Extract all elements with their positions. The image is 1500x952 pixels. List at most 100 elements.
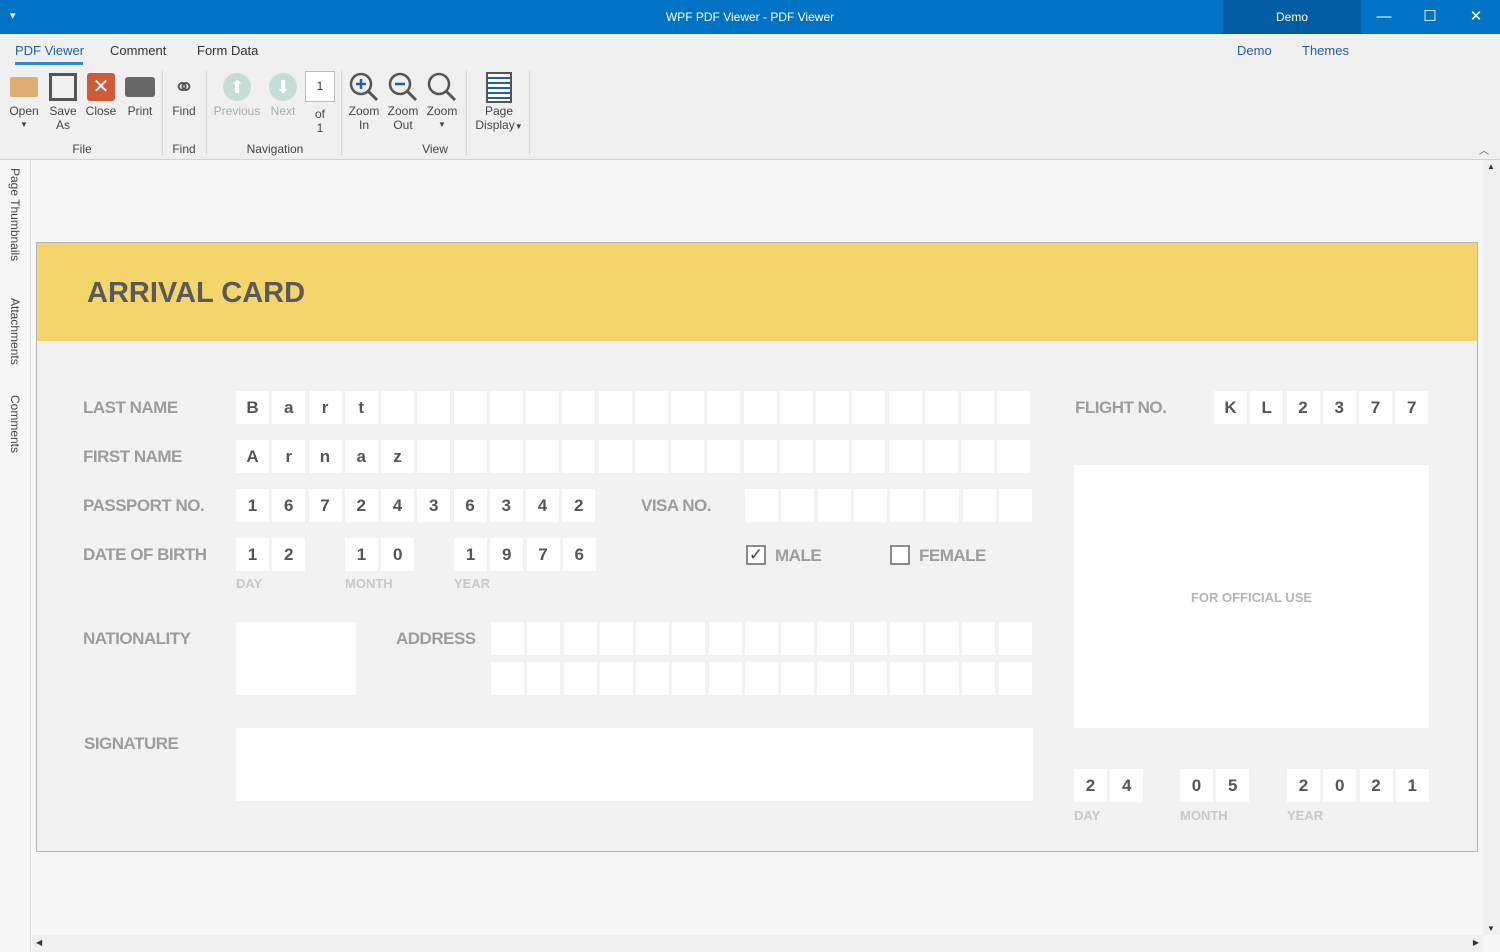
- first-name-cell[interactable]: [453, 440, 487, 473]
- official-month-cell[interactable]: 0: [1180, 769, 1213, 802]
- address-cell[interactable]: [962, 622, 996, 655]
- first-name-cell[interactable]: [671, 440, 704, 473]
- page-number-input[interactable]: 1: [305, 71, 335, 102]
- last-name-cell[interactable]: r: [308, 391, 342, 424]
- close-button[interactable]: ✕ Close: [84, 70, 118, 118]
- first-name-cell[interactable]: [562, 440, 596, 473]
- official-year-cell[interactable]: 2: [1287, 769, 1320, 802]
- first-name-cell[interactable]: [961, 440, 994, 473]
- last-name-cell[interactable]: a: [272, 391, 306, 424]
- passport-cell[interactable]: 4: [526, 489, 559, 522]
- visa-cell[interactable]: [962, 489, 996, 522]
- close-window-button[interactable]: ✕: [1469, 8, 1483, 25]
- passport-cell[interactable]: 7: [308, 489, 342, 522]
- first-name-cell[interactable]: [526, 440, 559, 473]
- last-name-cell[interactable]: [526, 391, 559, 424]
- last-name-cell[interactable]: [997, 391, 1031, 424]
- address-cell[interactable]: [926, 662, 959, 695]
- first-name-cell[interactable]: r: [272, 440, 306, 473]
- visa-cell[interactable]: [890, 489, 923, 522]
- visa-cell[interactable]: [817, 489, 851, 522]
- official-year-cell[interactable]: 2: [1359, 769, 1393, 802]
- link-demo[interactable]: Demo: [1237, 43, 1272, 58]
- address-cell[interactable]: [636, 622, 669, 655]
- first-name-cell[interactable]: n: [308, 440, 342, 473]
- passport-cell[interactable]: 1: [236, 489, 269, 522]
- visa-cell[interactable]: [745, 489, 778, 522]
- address-cell[interactable]: [998, 622, 1032, 655]
- official-year-cell[interactable]: 1: [1395, 769, 1429, 802]
- address-cell[interactable]: [998, 662, 1032, 695]
- vertical-scrollbar[interactable]: ▲ ▼: [1483, 160, 1500, 935]
- window-menu-icon[interactable]: ▾: [10, 10, 16, 22]
- collapse-ribbon-icon[interactable]: ︿: [1479, 146, 1489, 157]
- find-button[interactable]: ⚭ Find: [167, 70, 201, 118]
- horizontal-scrollbar[interactable]: ◀ ▶: [32, 935, 1483, 952]
- address-cell[interactable]: [672, 662, 706, 695]
- address-cell[interactable]: [889, 622, 923, 655]
- first-name-cell[interactable]: A: [236, 440, 269, 473]
- passport-cell[interactable]: 2: [344, 489, 378, 522]
- last-name-cell[interactable]: [489, 391, 523, 424]
- last-name-cell[interactable]: [598, 391, 632, 424]
- address-cell[interactable]: [781, 622, 814, 655]
- flight-cell[interactable]: 2: [1286, 391, 1320, 424]
- address-cell[interactable]: [926, 622, 959, 655]
- open-button[interactable]: Open ▼: [6, 70, 42, 132]
- tab-form-data[interactable]: Form Data: [197, 43, 259, 58]
- dob-year-cell[interactable]: 1: [454, 538, 487, 571]
- print-button[interactable]: Print: [123, 70, 157, 118]
- flight-cell[interactable]: L: [1250, 391, 1284, 424]
- dob-year-cell[interactable]: 9: [490, 538, 524, 571]
- first-name-cell[interactable]: [816, 440, 849, 473]
- female-checkbox[interactable]: [890, 545, 910, 565]
- first-name-cell[interactable]: [888, 440, 922, 473]
- passport-cell[interactable]: 6: [453, 489, 487, 522]
- official-month-cell[interactable]: 5: [1216, 769, 1250, 802]
- last-name-cell[interactable]: [961, 391, 994, 424]
- visa-cell[interactable]: [926, 489, 960, 522]
- dob-day-cell[interactable]: 2: [272, 538, 306, 571]
- dob-year-cell[interactable]: 6: [562, 538, 596, 571]
- first-name-cell[interactable]: [707, 440, 741, 473]
- sidebar-tab-attachments[interactable]: Attachments: [8, 298, 22, 365]
- tab-pdf-viewer[interactable]: PDF Viewer: [15, 43, 85, 58]
- address-cell[interactable]: [817, 662, 851, 695]
- zoom-button[interactable]: Zoom ▼: [423, 70, 461, 132]
- address-cell[interactable]: [527, 662, 561, 695]
- last-name-cell[interactable]: [924, 391, 958, 424]
- address-cell[interactable]: [708, 622, 742, 655]
- last-name-cell[interactable]: B: [236, 391, 269, 424]
- passport-cell[interactable]: 3: [489, 489, 523, 522]
- maximize-button[interactable]: ☐: [1423, 8, 1437, 25]
- address-cell[interactable]: [744, 662, 778, 695]
- tab-comment[interactable]: Comment: [110, 43, 167, 58]
- first-name-cell[interactable]: [779, 440, 813, 473]
- demo-badge[interactable]: Demo: [1223, 0, 1361, 34]
- dob-year-cell[interactable]: 7: [526, 538, 560, 571]
- male-checkbox[interactable]: ✓: [746, 545, 766, 565]
- first-name-cell[interactable]: [743, 440, 777, 473]
- address-cell[interactable]: [853, 662, 887, 695]
- first-name-cell[interactable]: a: [344, 440, 378, 473]
- last-name-cell[interactable]: [634, 391, 668, 424]
- zoom-out-button[interactable]: Zoom Out: [384, 70, 422, 132]
- last-name-cell[interactable]: [888, 391, 922, 424]
- dob-month-cell[interactable]: 0: [381, 538, 415, 571]
- passport-cell[interactable]: 4: [381, 489, 414, 522]
- signature-field[interactable]: [236, 728, 1033, 801]
- last-name-cell[interactable]: t: [344, 391, 378, 424]
- address-cell[interactable]: [599, 622, 633, 655]
- last-name-cell[interactable]: [562, 391, 596, 424]
- address-cell[interactable]: [527, 622, 561, 655]
- link-themes[interactable]: Themes: [1302, 43, 1349, 58]
- first-name-cell[interactable]: [417, 440, 451, 473]
- address-cell[interactable]: [672, 622, 706, 655]
- visa-cell[interactable]: [998, 489, 1032, 522]
- sidebar-tab-page-thumbnails[interactable]: Page Thumbnails: [8, 168, 22, 262]
- passport-cell[interactable]: 2: [562, 489, 596, 522]
- page-display-button[interactable]: Page Display▼: [472, 70, 526, 134]
- address-cell[interactable]: [817, 622, 851, 655]
- first-name-cell[interactable]: z: [381, 440, 414, 473]
- visa-cell[interactable]: [853, 489, 887, 522]
